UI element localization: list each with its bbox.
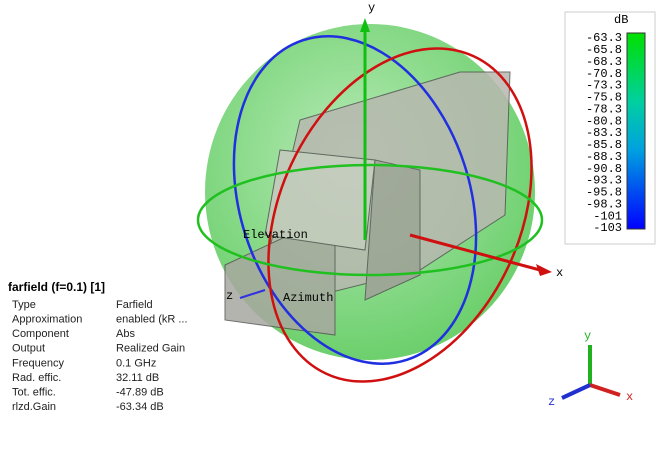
colorbar-label: -90.8	[586, 162, 622, 176]
colorbar-label: -88.3	[586, 150, 622, 164]
info-key: Type	[12, 299, 36, 311]
z-axis-arrow	[239, 289, 266, 299]
info-value: Abs	[116, 328, 135, 340]
theta-ring	[196, 163, 544, 277]
colorbar-label: -78.3	[586, 102, 622, 116]
model	[224, 71, 511, 336]
colorbar-label: -80.8	[586, 114, 622, 128]
info-key: Output	[12, 343, 45, 355]
colorbar-label: -63.3	[586, 31, 622, 45]
triad-y: y	[584, 329, 591, 343]
y-arrowhead	[360, 18, 370, 32]
info-table: Type Farfield Approximation enabled (kR ...…	[12, 299, 188, 413]
azimuth-ring	[232, 35, 478, 365]
info-key: Component	[12, 328, 69, 340]
info-key: Tot. effic.	[12, 387, 56, 399]
colorbar-label: -85.8	[586, 138, 622, 152]
colorbar-label: -83.3	[586, 126, 622, 140]
info-title: farfield (f=0.1) [1]	[8, 280, 105, 294]
colorbar-label: -103	[593, 221, 622, 235]
elevation-label: Elevation	[243, 228, 308, 242]
info-value: Realized Gain	[116, 343, 185, 355]
colorbar-label: -70.8	[586, 67, 622, 81]
colorbar-labels: -63.3-65.8-68.3-70.8-73.3-75.8-78.3-80.8…	[586, 31, 622, 235]
orientation-triad: y x z	[548, 329, 633, 409]
info-key: rlzd.Gain	[12, 401, 56, 413]
triad-x: x	[626, 390, 633, 404]
triad-z: z	[548, 395, 555, 409]
colorbar-unit: dB	[614, 13, 628, 27]
colorbar-label: -101	[593, 209, 622, 223]
info-value: enabled (kR ...	[116, 314, 188, 326]
info-value: 32.11 dB	[116, 372, 159, 384]
x-axis-label: x	[556, 266, 563, 280]
info-value: Farfield	[116, 299, 153, 311]
info-value: -63.34 dB	[116, 401, 164, 413]
z-axis-label: z	[226, 289, 233, 303]
info-value: -47.89 dB	[116, 387, 164, 399]
colorbar-label: -73.3	[586, 79, 622, 93]
colorbar-label: -93.3	[586, 174, 622, 188]
y-axis-label: y	[368, 1, 375, 15]
colorbar	[626, 32, 646, 230]
info-key: Frequency	[12, 357, 64, 369]
info-key: Rad. effic.	[12, 372, 61, 384]
info-key: Approximation	[12, 314, 82, 326]
x-arrowhead	[536, 264, 552, 276]
info-value: 0.1 GHz	[116, 357, 156, 369]
colorbar-label: -98.3	[586, 197, 622, 211]
azimuth-label: Azimuth	[283, 291, 333, 305]
colorbar-label: -95.8	[586, 186, 622, 200]
elevation-ring	[267, 47, 533, 383]
x-axis-arrow	[409, 233, 541, 272]
colorbar-label: -65.8	[586, 43, 622, 57]
colorbar-label: -68.3	[586, 55, 622, 69]
colorbar-label: -75.8	[586, 91, 622, 105]
